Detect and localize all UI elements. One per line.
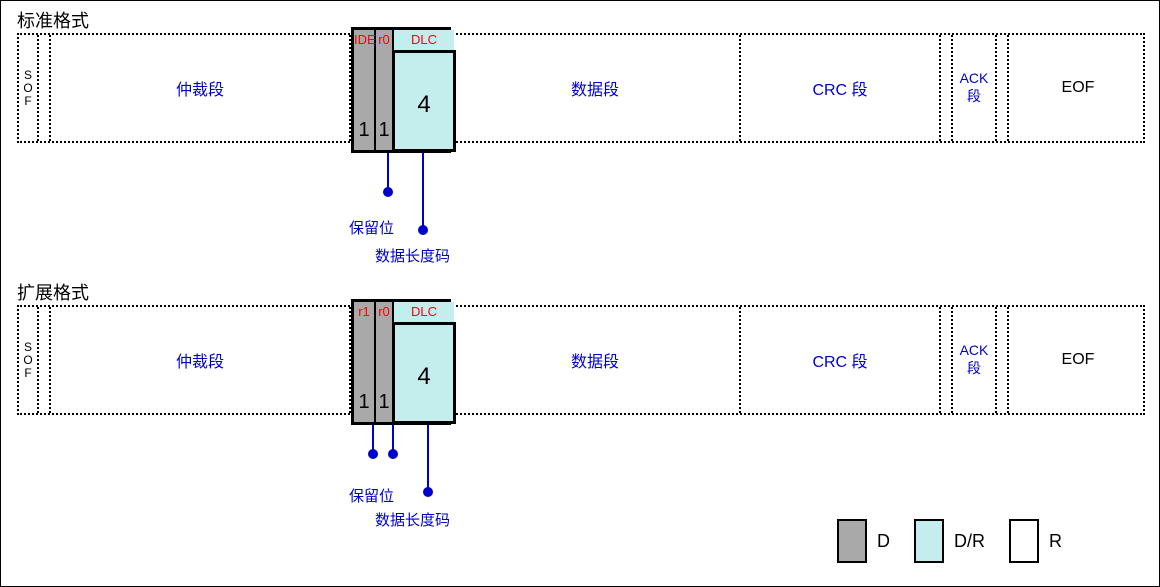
std-callout-dlc-text: 数据长度码 [375,245,450,266]
std-r0-num: 1 [376,119,392,142]
frame-extended: S O F 仲裁段 数据段 CRC 段 ACK 段 EOF r1 1 r0 [17,305,1145,415]
std-crc: CRC 段 [741,35,941,141]
std-ide-label: IDE [354,32,374,47]
std-dlc-label: DLC [394,32,454,47]
ext-sof-gap [39,307,51,413]
legend-item-dr: D/R [914,519,985,563]
std-crc-gap [941,35,953,141]
ext-r1-num: 1 [354,391,374,414]
ext-r0-num: 1 [376,391,392,414]
ext-ack-gap [997,307,1009,413]
std-dlc-inner-box: 4 [392,50,456,152]
legend-label-r: R [1049,531,1062,552]
std-data-label: 数据段 [571,76,619,100]
std-ack: ACK 段 [953,35,997,141]
legend-swatch-d [837,519,867,563]
ext-crc-gap [941,307,953,413]
std-arb-label: 仲裁段 [176,76,224,100]
ext-ack: ACK 段 [953,307,997,413]
ext-control-box: r1 1 r0 1 DLC 4 [351,299,451,425]
std-eof: EOF [1009,35,1147,141]
std-eof-label: EOF [1062,79,1095,97]
std-sof-gap [39,35,51,141]
std-callout-dlc-line [422,153,424,231]
ext-callout-dlc-dot [423,487,433,497]
ext-callout-dlc-line [427,425,429,493]
ext-r1-col: r1 1 [354,302,376,422]
ext-sof-label: S O F [23,341,32,380]
legend-item-d: D [837,519,890,563]
std-dlc-col: DLC 4 [394,30,454,150]
ext-eof: EOF [1009,307,1147,413]
ext-arb: 仲裁段 [51,307,351,413]
std-ide-col: IDE 1 [354,30,376,150]
std-control-box: IDE 1 r0 1 DLC 4 [351,27,451,153]
ext-sof: S O F [19,307,39,413]
legend: D D/R R [837,519,1062,563]
ext-callout-reserved-text: 保留位 [349,485,394,506]
ext-dlc-label: DLC [394,304,454,319]
std-dlc-num: 4 [395,91,453,119]
std-ide-num: 1 [354,119,374,142]
ext-dlc-col: DLC 4 [394,302,454,422]
ext-data-label: 数据段 [571,348,619,372]
std-crc-label: CRC 段 [812,76,867,100]
title-standard: 标准格式 [17,7,89,33]
ext-crc: CRC 段 [741,307,941,413]
legend-swatch-r [1009,519,1039,563]
legend-swatch-dr [914,519,944,563]
ext-callout-reserved-b-dot [388,449,398,459]
std-r0-label: r0 [376,32,392,47]
ext-arb-label: 仲裁段 [176,348,224,372]
ext-data: 数据段 [451,307,741,413]
diagram-canvas: 标准格式 S O F 仲裁段 数据段 CRC 段 ACK 段 EOF IDE 1 [0,0,1160,587]
frame-standard: S O F 仲裁段 数据段 CRC 段 ACK 段 EOF IDE 1 r0 [17,33,1145,143]
std-data: 数据段 [451,35,741,141]
ext-crc-label: CRC 段 [812,348,867,372]
std-ack-gap [997,35,1009,141]
ext-callout-reserved-a-dot [368,449,378,459]
ext-r0-label: r0 [376,304,392,319]
ext-dlc-inner-box: 4 [392,322,456,424]
std-callout-reserved-dot [383,187,393,197]
ext-eof-label: EOF [1062,351,1095,369]
title-extended: 扩展格式 [17,279,89,305]
ext-r1-label: r1 [354,304,374,319]
std-sof: S O F [19,35,39,141]
legend-item-r: R [1009,519,1062,563]
legend-label-dr: D/R [954,531,985,552]
ext-dlc-num: 4 [395,363,453,391]
std-sof-label: S O F [23,69,32,108]
std-ack-label: ACK 段 [960,70,989,106]
std-arb: 仲裁段 [51,35,351,141]
std-callout-dlc-dot [418,225,428,235]
ext-ack-label: ACK 段 [960,342,989,378]
legend-label-d: D [877,531,890,552]
std-callout-reserved-text: 保留位 [349,217,394,238]
ext-callout-dlc-text: 数据长度码 [375,509,450,530]
